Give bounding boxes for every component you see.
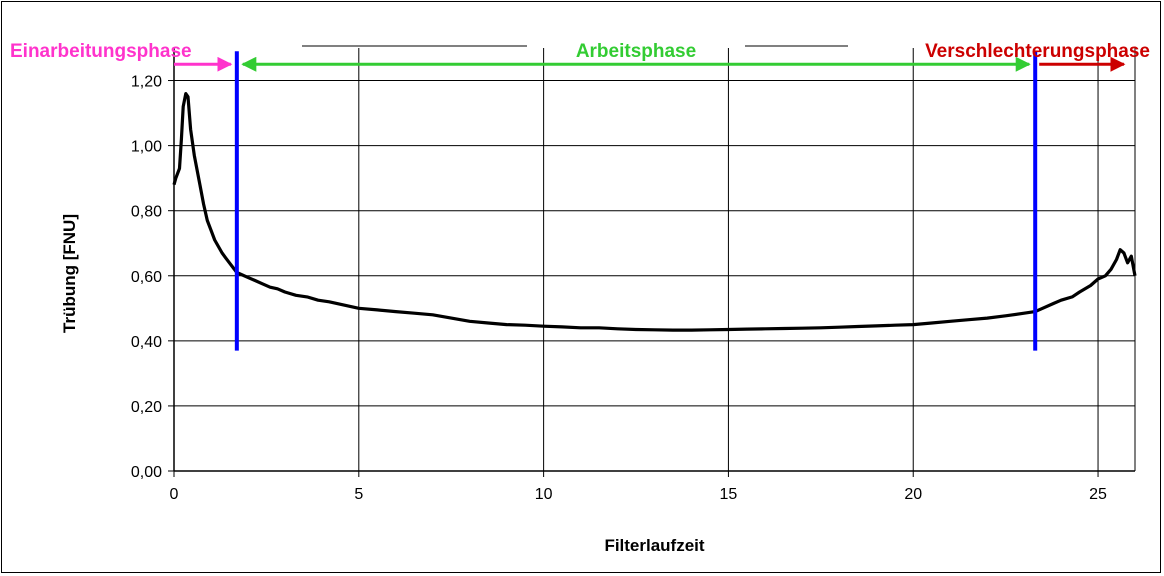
y-tick-label: 0,20 [131, 399, 162, 416]
tick-labels: 0,00 0,20 0,40 0,60 0,80 1,00 1,20 0 5 10 15 20 25 [131, 74, 1107, 503]
phase-markers [234, 51, 1038, 351]
x-tick-label: 0 [170, 486, 179, 503]
grid-lines [173, 48, 1135, 472]
y-axis-title: Trübung [FNU] [60, 214, 79, 333]
y-tick-label: 0,00 [131, 464, 162, 481]
y-tick-label: 1,00 [131, 139, 162, 156]
turbidity-line [172, 92, 1137, 332]
phase-label-verschlechterung: Verschlechterungsphase [925, 41, 1150, 62]
y-tick-label: 0,40 [131, 334, 162, 351]
phase-label-einarbeitung: Einarbeitungsphase [10, 41, 192, 62]
phase-label-arbeit: Arbeitsphase [576, 41, 696, 62]
y-tick-label: 1,20 [131, 74, 162, 91]
x-tick-label: 25 [1089, 486, 1107, 503]
x-tick-label: 10 [535, 486, 553, 503]
x-tick-label: 20 [904, 486, 922, 503]
series-group [172, 92, 1137, 332]
y-tick-label: 0,80 [131, 204, 162, 221]
x-axis-title: Filterlaufzeit [604, 536, 704, 555]
axes [168, 48, 1136, 477]
x-tick-label: 15 [720, 486, 738, 503]
x-tick-label: 5 [354, 486, 363, 503]
phase-annotations: Einarbeitungsphase Arbeitsphase Verschlech… [10, 41, 1150, 72]
y-tick-label: 0,60 [131, 269, 162, 286]
